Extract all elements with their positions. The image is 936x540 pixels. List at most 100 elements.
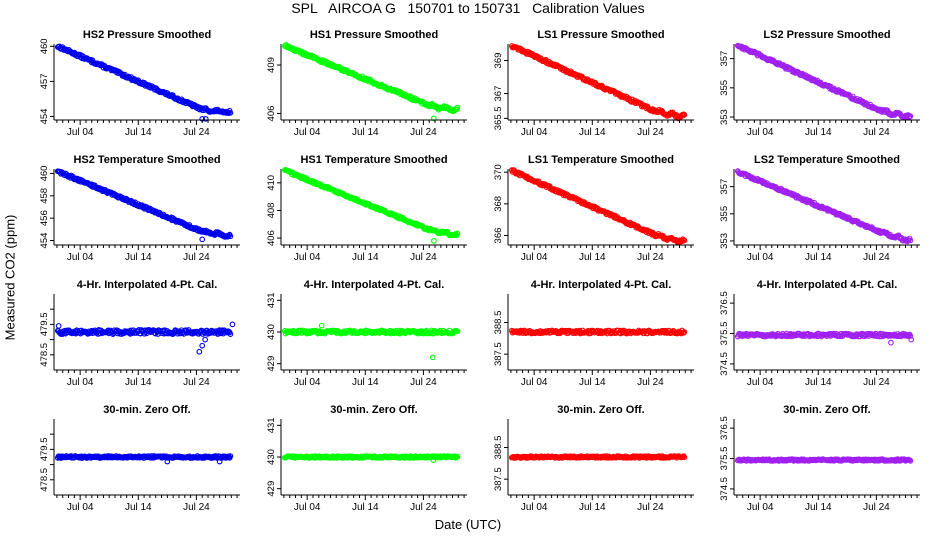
- panel-hs1-1: HS1 Temperature Smoothed 406 408 410 Jul 04 J…: [266, 154, 467, 263]
- panel-title: HS2 Pressure Smoothed: [83, 29, 211, 41]
- x-tick-label: Jul 04: [747, 377, 774, 388]
- y-tick-label: 367: [493, 86, 504, 102]
- y-tick-label: 353: [719, 109, 730, 125]
- x-tick-label: Jul 14: [579, 502, 606, 513]
- y-tick-label: 406: [266, 106, 277, 122]
- x-tick-label: Jul 24: [183, 502, 210, 513]
- y-tick-label: 460: [39, 38, 50, 54]
- y-tick-label: 409: [266, 57, 277, 73]
- y-tick-label: 376.5: [719, 291, 730, 315]
- x-tick-label: Jul 14: [125, 502, 152, 513]
- y-tick-label: 429: [266, 356, 277, 372]
- data-points: [508, 43, 688, 122]
- y-tick-label: 431: [266, 292, 277, 308]
- data-points: [508, 167, 688, 246]
- x-tick-label: Jul 04: [747, 127, 774, 138]
- panel-ls1-2: 4-Hr. Interpolated 4-Pt. Cal. 387.5 388.5 J…: [493, 279, 694, 388]
- panel-title: 4-Hr. Interpolated 4-Pt. Cal.: [757, 279, 898, 291]
- data-points: [281, 453, 461, 464]
- panel-ls2-0: LS2 Pressure Smoothed 353 355 357 Jul 04 Jul …: [719, 29, 920, 138]
- x-tick-label: Jul 24: [183, 377, 210, 388]
- outlier-point: [431, 115, 437, 122]
- x-tick-label: Jul 04: [294, 502, 321, 513]
- panel-ls2-3: 30-min. Zero Off. 374.5 375.5 376.5 Jul 04 Ju…: [719, 404, 920, 513]
- data-points: [508, 327, 688, 337]
- data-point: [227, 453, 234, 460]
- y-tick-label: 366: [493, 228, 504, 244]
- x-tick-label: Jul 24: [863, 377, 890, 388]
- x-tick-label: Jul 24: [183, 127, 210, 138]
- y-tick-label: 430: [266, 449, 277, 465]
- x-tick-label: Jul 14: [352, 502, 379, 513]
- y-tick-label: 454: [39, 233, 50, 249]
- outlier-point: [318, 322, 325, 329]
- x-tick-label: Jul 14: [805, 377, 832, 388]
- x-tick-label: Jul 24: [410, 127, 437, 138]
- y-tick-label: 408: [266, 203, 277, 219]
- x-tick-label: Jul 14: [579, 127, 606, 138]
- data-point: [554, 330, 561, 337]
- panel-hs1-0: HS1 Pressure Smoothed 406 409 Jul 04 Jul 14 J…: [266, 29, 467, 138]
- x-tick-label: Jul 14: [352, 252, 379, 263]
- x-tick-label: Jul 14: [352, 127, 379, 138]
- panel-title: LS2 Temperature Smoothed: [754, 154, 900, 166]
- y-tick-label: 374.5: [719, 352, 730, 376]
- x-tick-label: Jul 24: [863, 127, 890, 138]
- outlier-point: [164, 458, 171, 465]
- y-tick-label: 460: [39, 166, 50, 182]
- panel-title: HS1 Temperature Smoothed: [300, 154, 447, 166]
- data-point: [681, 112, 688, 118]
- x-tick-label: Jul 04: [294, 377, 321, 388]
- outlier-point: [429, 354, 436, 361]
- data-point: [681, 329, 688, 336]
- x-tick-label: Jul 04: [67, 127, 94, 138]
- y-tick-label: 368: [493, 196, 504, 212]
- x-tick-label: Jul 04: [521, 502, 548, 513]
- panel-title: 4-Hr. Interpolated 4-Pt. Cal.: [304, 279, 445, 291]
- panel-hs2-1: HS2 Temperature Smoothed 454 456 458 460 Jul …: [39, 154, 240, 263]
- outlier-point: [430, 457, 437, 464]
- data-points: [734, 42, 914, 121]
- data-point: [227, 331, 234, 337]
- x-tick-label: Jul 24: [863, 252, 890, 263]
- y-tick-label: 365.5: [493, 106, 504, 130]
- y-tick-label: 458: [39, 188, 50, 204]
- data-points: [54, 321, 236, 355]
- data-point: [681, 237, 688, 244]
- x-tick-label: Jul 04: [67, 502, 94, 513]
- x-tick-label: Jul 04: [747, 502, 774, 513]
- panel-title: LS2 Pressure Smoothed: [763, 29, 890, 41]
- y-tick-label: 430: [266, 324, 277, 340]
- panel-title: 4-Hr. Interpolated 4-Pt. Cal.: [531, 279, 672, 291]
- panel-title: LS1 Temperature Smoothed: [528, 154, 674, 166]
- y-tick-label: 478.5: [39, 468, 50, 492]
- panel-ls1-0: LS1 Pressure Smoothed 365.5 367 369 Jul 04 Ju…: [493, 29, 694, 138]
- data-point: [227, 233, 234, 240]
- x-tick-label: Jul 04: [294, 127, 321, 138]
- panel-hs2-2: 4-Hr. Interpolated 4-Pt. Cal. 478.5 479.5 J…: [39, 279, 240, 388]
- x-tick-label: Jul 14: [125, 377, 152, 388]
- y-tick-label: 388.5: [493, 311, 504, 335]
- outlier-point: [196, 348, 203, 355]
- y-tick-label: 479.5: [39, 313, 50, 337]
- x-tick-label: Jul 04: [521, 127, 548, 138]
- y-tick-label: 478.5: [39, 343, 50, 367]
- x-tick-label: Jul 24: [410, 502, 437, 513]
- x-tick-label: Jul 04: [747, 252, 774, 263]
- y-tick-label: 479.5: [39, 438, 50, 462]
- panel-title: 30-min. Zero Off.: [103, 404, 190, 416]
- outlier-point: [202, 336, 208, 343]
- x-tick-label: Jul 04: [67, 377, 94, 388]
- data-points: [54, 168, 234, 243]
- data-point: [454, 453, 461, 460]
- data-points: [281, 322, 461, 361]
- outlier-point: [55, 323, 62, 329]
- data-point: [454, 230, 461, 237]
- data-points: [508, 453, 688, 461]
- panel-title: 30-min. Zero Off.: [557, 404, 644, 416]
- y-tick-label: 410: [266, 175, 277, 191]
- data-point: [454, 328, 461, 335]
- figure-title: SPL AIRCOA G 150701 to 150731 Calibratio…: [291, 0, 645, 16]
- x-tick-label: Jul 24: [637, 127, 664, 138]
- x-tick-label: Jul 14: [805, 127, 832, 138]
